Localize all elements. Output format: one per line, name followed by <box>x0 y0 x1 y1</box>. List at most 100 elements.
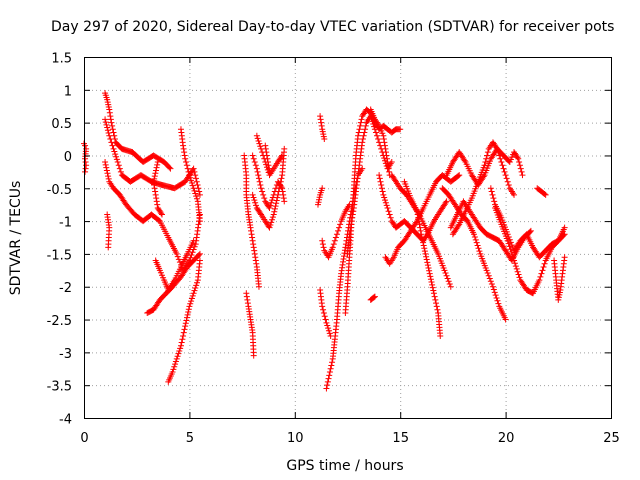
data-point <box>526 228 533 235</box>
data-point <box>105 244 112 251</box>
data-point <box>187 174 194 181</box>
data-point <box>514 268 521 275</box>
data-point <box>265 165 272 172</box>
data-point <box>433 300 440 307</box>
data-point <box>247 224 254 231</box>
data-point <box>456 172 463 179</box>
data-point <box>374 132 381 139</box>
data-point <box>426 270 433 277</box>
data-point <box>320 244 327 251</box>
data-point <box>174 253 181 260</box>
data-point <box>320 306 327 313</box>
data-point <box>151 173 158 180</box>
data-point <box>484 270 491 277</box>
data-point <box>482 159 489 166</box>
data-point <box>169 369 176 376</box>
data-point <box>442 270 449 277</box>
y-tick-label: -2 <box>59 281 72 296</box>
data-point <box>488 280 495 287</box>
data-point <box>257 181 264 188</box>
data-point <box>158 211 165 218</box>
data-point <box>325 325 332 332</box>
data-point <box>192 175 199 182</box>
data-point <box>319 303 326 310</box>
data-point <box>191 287 198 294</box>
data-point <box>253 132 260 139</box>
data-point <box>514 154 521 161</box>
data-point <box>422 250 429 257</box>
data-point <box>117 168 124 175</box>
data-point <box>331 237 338 244</box>
data-point <box>517 165 524 172</box>
data-point <box>184 165 191 172</box>
data-point <box>348 221 355 228</box>
data-point <box>106 109 113 116</box>
data-point <box>507 239 514 246</box>
data-point <box>82 165 89 172</box>
data-point <box>505 233 512 240</box>
data-point <box>445 278 452 285</box>
data-point <box>263 149 270 156</box>
data-point <box>256 178 263 185</box>
data-point <box>191 187 198 194</box>
data-point <box>281 198 288 205</box>
data-point <box>380 136 387 143</box>
data-point <box>513 265 520 272</box>
data-point <box>180 145 187 152</box>
data-point <box>461 157 468 164</box>
data-point <box>414 208 421 215</box>
data-point <box>447 283 454 290</box>
data-point <box>429 281 436 288</box>
data-point <box>360 132 367 139</box>
data-point <box>115 162 122 169</box>
data-point <box>276 185 283 192</box>
data-point <box>252 254 259 261</box>
y-tick-label: 0 <box>64 150 72 165</box>
data-point <box>536 277 543 284</box>
y-tick-label: 0.5 <box>51 117 72 132</box>
data-point <box>346 231 353 238</box>
data-point <box>384 159 391 166</box>
x-axis-tick-labels: 0 5 10 15 20 25 <box>80 431 619 446</box>
data-point <box>182 155 189 162</box>
data-point <box>503 175 510 182</box>
y-axis-label: SDTVAR / TECUs <box>8 181 24 296</box>
data-point <box>109 122 116 129</box>
data-point <box>271 208 278 215</box>
data-point <box>508 242 515 249</box>
data-point <box>196 188 203 195</box>
data-point <box>82 168 89 175</box>
data-point <box>253 260 260 267</box>
y-tick-label: -1 <box>59 216 72 231</box>
data-point <box>487 278 494 285</box>
data-point <box>252 199 259 206</box>
data-point <box>176 259 183 266</box>
data-point <box>328 362 335 369</box>
data-point <box>186 303 193 310</box>
data-point <box>470 231 477 238</box>
data-point <box>483 267 490 274</box>
data-point <box>182 323 189 330</box>
data-point <box>253 202 260 209</box>
data-point <box>414 211 421 218</box>
data-point <box>511 191 518 198</box>
data-point <box>357 119 364 126</box>
data-point <box>356 126 363 133</box>
data-point <box>181 152 188 159</box>
data-point <box>542 191 549 198</box>
data-point <box>267 222 274 229</box>
data-point <box>428 279 435 286</box>
data-point <box>347 224 354 231</box>
data-point <box>260 191 267 198</box>
data-point <box>488 188 495 195</box>
data-point <box>378 185 385 192</box>
data-point <box>258 185 265 192</box>
data-point <box>151 175 158 182</box>
data-point <box>254 135 261 142</box>
data-point <box>375 136 382 143</box>
y-tick-label: -3 <box>59 347 72 362</box>
data-point <box>378 181 385 188</box>
data-point <box>196 218 203 225</box>
data-point <box>256 140 263 147</box>
data-point <box>319 237 326 244</box>
